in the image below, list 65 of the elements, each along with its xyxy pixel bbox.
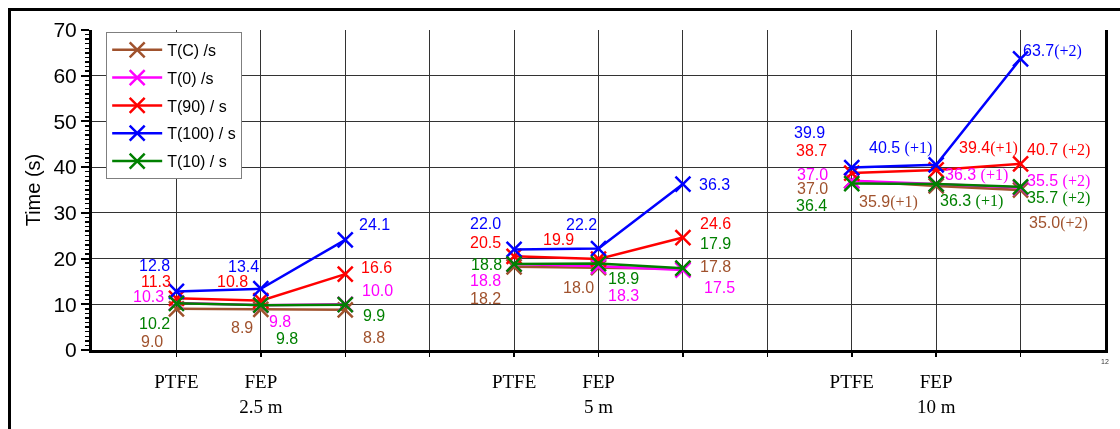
y-tick-label: 30 <box>53 201 77 225</box>
data-label: 9.9 <box>363 307 386 324</box>
data-label: 17.9 <box>700 235 732 252</box>
y-tick-label: 20 <box>53 246 77 270</box>
data-label: 8.9 <box>231 319 254 336</box>
data-label: 24.6 <box>700 215 732 232</box>
data-label: 39.9 <box>794 124 826 141</box>
legend-label: T(0) /s <box>167 69 214 87</box>
y-tick-label: 40 <box>53 155 77 179</box>
data-label: 11.3 <box>141 273 172 290</box>
data-label: 13.4 <box>228 258 260 275</box>
y-tick-label: 10 <box>53 292 77 316</box>
data-label: 24.1 <box>359 216 391 233</box>
y-tick-label: 50 <box>53 109 77 133</box>
data-label: 18.8 <box>471 256 503 273</box>
data-label: 35.7 (+2) <box>1027 189 1091 207</box>
data-label: 18.8 <box>470 272 502 289</box>
x-tick-label: FEP 5 m <box>582 370 615 417</box>
legend-label: T(90) / s <box>167 97 227 115</box>
data-label: 10.3 <box>133 288 165 305</box>
data-label: 10.8 <box>217 273 249 290</box>
data-label: 16.6 <box>361 259 393 276</box>
legend-label: T(10) / s <box>167 153 227 171</box>
data-label: 18.0 <box>563 279 595 296</box>
data-label: 9.8 <box>269 313 292 330</box>
data-label: 17.8 <box>700 258 732 275</box>
data-label: 10.0 <box>362 282 394 299</box>
data-label: 8.8 <box>363 329 386 346</box>
y-tick-label: 60 <box>53 64 77 88</box>
y-tick-label: 0 <box>65 338 77 362</box>
x-tick-label: FEP 10 m <box>916 370 956 417</box>
data-label: 39.4(+1) <box>959 139 1018 157</box>
x-tick-label: PTFE <box>154 370 199 392</box>
data-label: 18.3 <box>608 287 640 304</box>
data-label: 35.9(+1) <box>859 193 918 211</box>
data-label: 12.8 <box>139 257 171 274</box>
data-label: 9.8 <box>276 330 299 347</box>
x-tick-label: PTFE <box>829 370 874 392</box>
data-label: 36.4 <box>796 197 828 214</box>
data-label: 36.3 <box>699 176 731 193</box>
data-label: 9.0 <box>141 333 164 350</box>
data-label: 18.2 <box>470 290 502 307</box>
data-label: 36.3 (+1) <box>940 192 1004 210</box>
data-label: 37.0 <box>797 180 829 197</box>
data-label: 35.0(+2) <box>1029 214 1088 232</box>
data-label: 22.2 <box>566 216 598 233</box>
legend-label: T(C) /s <box>167 42 217 60</box>
data-label: 19.9 <box>543 231 575 248</box>
data-label: 17.5 <box>704 279 736 296</box>
data-label: 63.7(+2) <box>1023 42 1082 60</box>
data-label: 20.5 <box>470 234 502 251</box>
y-axis-title: Time (s) <box>21 153 44 227</box>
y-tick-label: 70 <box>53 18 77 42</box>
data-label: 38.7 <box>796 142 828 159</box>
x-tick-label: FEP 2.5 m <box>239 370 283 417</box>
data-label: 35.5 (+2) <box>1027 172 1091 190</box>
data-label: 37.0 <box>797 166 829 183</box>
legend-label: T(100) / s <box>167 125 236 143</box>
data-label: 40.5 (+1) <box>869 139 933 157</box>
data-label: 22.0 <box>470 215 502 232</box>
x-tick-label: PTFE <box>491 370 537 392</box>
data-label: 18.9 <box>608 270 640 287</box>
data-label: 10.2 <box>139 315 171 332</box>
data-label: 36.3 (+1) <box>945 166 1009 184</box>
data-label: 40.7 (+2) <box>1027 141 1091 159</box>
